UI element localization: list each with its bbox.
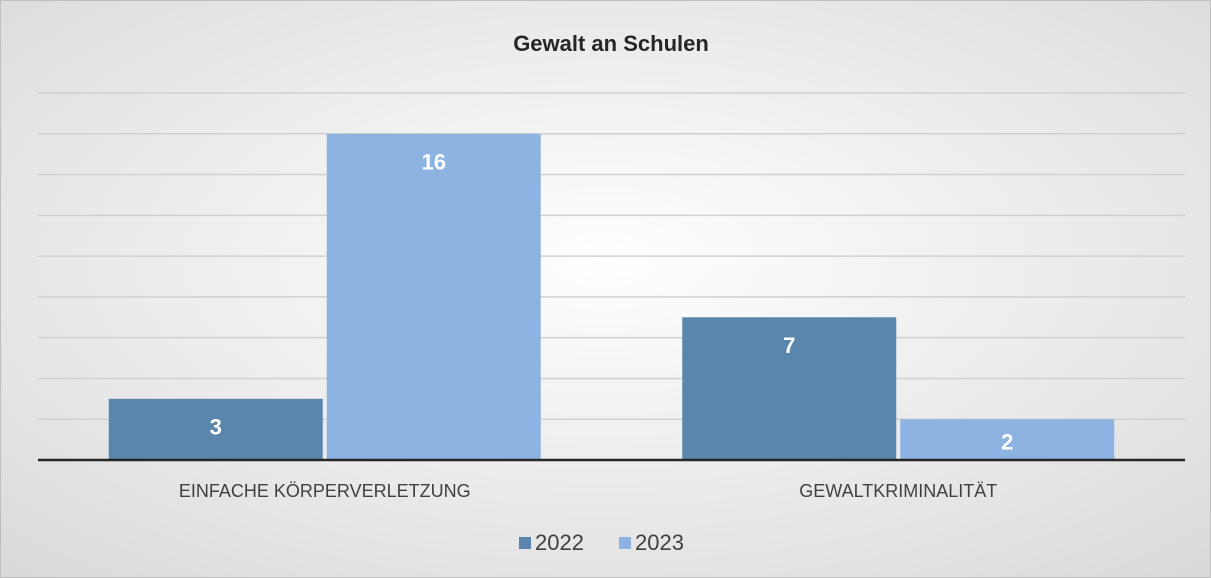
data-label: 16 bbox=[422, 150, 446, 175]
legend-label: 2022 bbox=[535, 530, 584, 555]
x-tick-label: GEWALTKRIMINALITÄT bbox=[799, 481, 997, 501]
bar bbox=[900, 419, 1115, 460]
bar bbox=[682, 317, 897, 460]
data-label: 7 bbox=[783, 333, 795, 358]
legend-swatch bbox=[519, 537, 531, 549]
chart-title: Gewalt an Schulen bbox=[513, 31, 709, 56]
legend-label: 2023 bbox=[635, 530, 684, 555]
x-tick-label: EINFACHE KÖRPERVERLETZUNG bbox=[179, 481, 471, 501]
bar bbox=[326, 133, 541, 460]
data-label: 3 bbox=[210, 415, 222, 440]
bar bbox=[108, 398, 323, 460]
data-label: 2 bbox=[1001, 429, 1013, 454]
legend-swatch bbox=[619, 537, 631, 549]
